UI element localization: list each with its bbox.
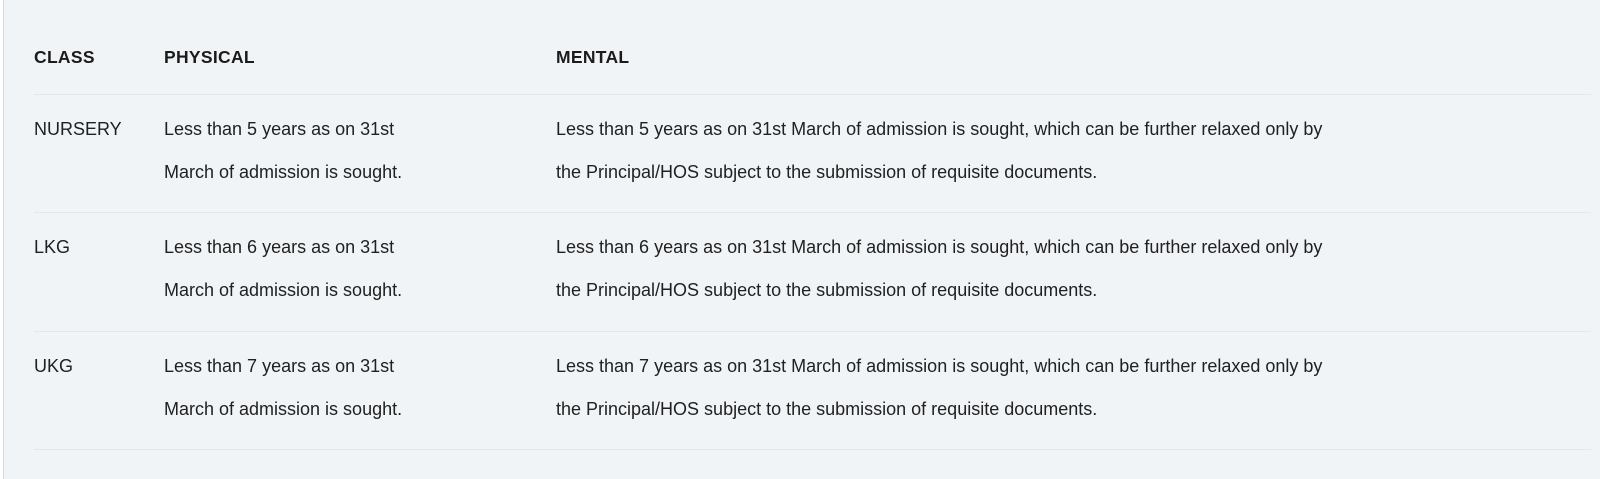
physical-cell: Less than 6 years as on 31st March of ad…	[164, 226, 556, 331]
mental-cell: Less than 7 years as on 31st March of ad…	[556, 345, 1591, 449]
mental-text-line: Less than 5 years as on 31st March of ad…	[556, 119, 1323, 139]
mental-cell: Less than 5 years as on 31st March of ad…	[556, 108, 1591, 212]
physical-text-line: Less than 5 years as on 31st	[164, 119, 395, 139]
class-cell: UKG	[34, 356, 74, 376]
mental-text-line: the Principal/HOS subject to the submiss…	[556, 280, 1098, 300]
physical-text-line: March of admission is sought.	[164, 399, 403, 419]
mental-text-line: Less than 7 years as on 31st March of ad…	[556, 356, 1323, 376]
class-cell: NURSERY	[34, 119, 122, 139]
physical-cell: Less than 7 years as on 31st March of ad…	[164, 345, 556, 449]
table-row-nursery: NURSERY Less than 5 years as on 31st Mar…	[34, 95, 1591, 213]
physical-cell: Less than 5 years as on 31st March of ad…	[164, 108, 556, 212]
physical-text-line: Less than 6 years as on 31st	[164, 237, 395, 257]
physical-text-line: Less than 7 years as on 31st	[164, 356, 395, 376]
mental-cell: Less than 6 years as on 31st March of ad…	[556, 226, 1591, 331]
mental-text-line: Less than 6 years as on 31st March of ad…	[556, 237, 1323, 257]
physical-text-line: March of admission is sought.	[164, 162, 403, 182]
physical-text-line: March of admission is sought.	[164, 280, 403, 300]
class-cell: LKG	[34, 237, 71, 257]
table-row-lkg: LKG Less than 6 years as on 31st March o…	[34, 213, 1591, 332]
column-header-class: CLASS	[34, 47, 95, 67]
mental-text-line: the Principal/HOS subject to the submiss…	[556, 162, 1098, 182]
mental-text-line: the Principal/HOS subject to the submiss…	[556, 399, 1098, 419]
age-criteria-table: CLASS PHYSICAL MENTAL NURSERY Less than …	[34, 0, 1591, 450]
column-header-physical: PHYSICAL	[164, 47, 255, 67]
table-row-ukg: UKG Less than 7 years as on 31st March o…	[34, 332, 1591, 450]
column-header-mental: MENTAL	[556, 47, 630, 67]
page-background: CLASS PHYSICAL MENTAL NURSERY Less than …	[3, 0, 1600, 479]
table-header-row: CLASS PHYSICAL MENTAL	[34, 0, 1591, 95]
